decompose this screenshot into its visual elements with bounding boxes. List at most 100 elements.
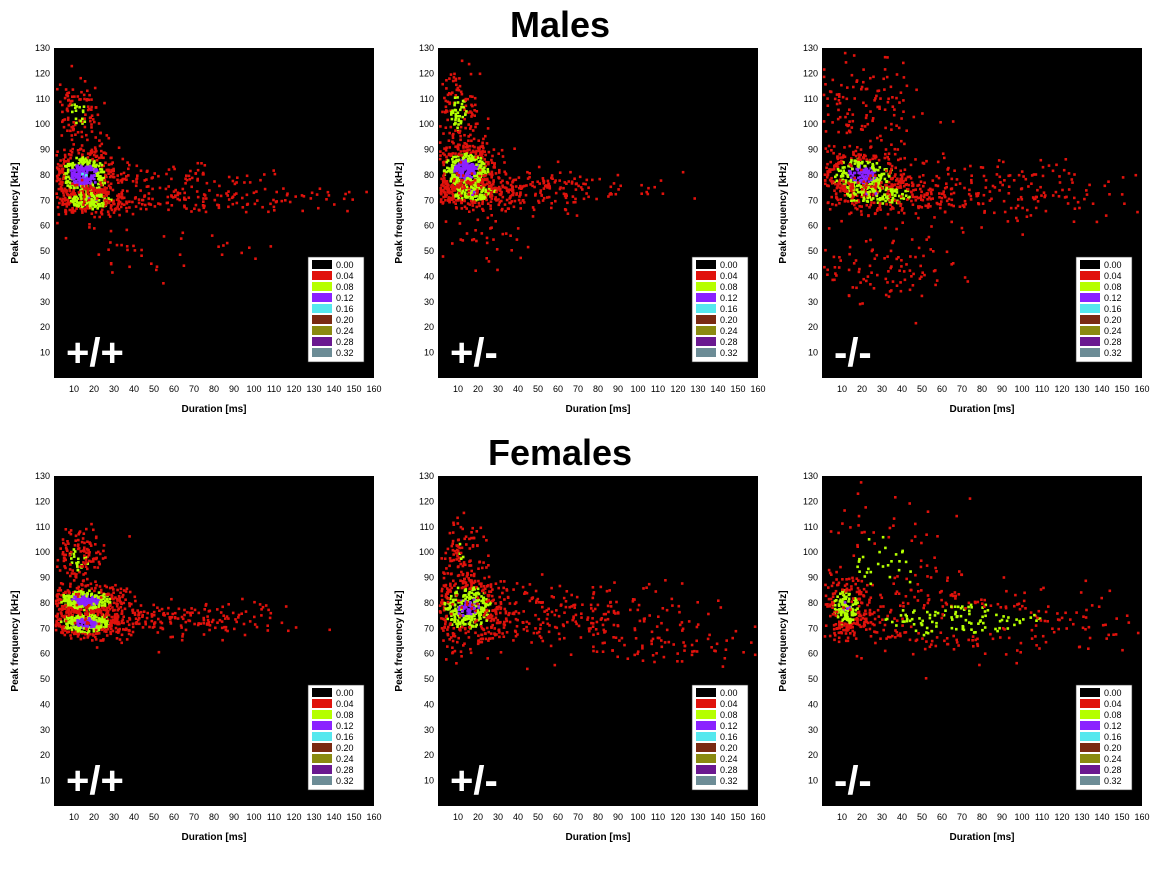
y-axis-label: Peak frequency [kHz] bbox=[10, 590, 21, 691]
density-cell bbox=[65, 548, 68, 551]
density-cell bbox=[465, 163, 469, 167]
legend-swatch bbox=[312, 315, 332, 324]
density-cell bbox=[906, 198, 909, 201]
density-cell bbox=[65, 107, 69, 110]
density-cell bbox=[56, 595, 59, 599]
y-tick-label: 130 bbox=[803, 43, 818, 53]
density-cell bbox=[935, 279, 939, 282]
density-cell bbox=[440, 184, 443, 187]
density-cell bbox=[870, 170, 873, 174]
density-cell bbox=[81, 122, 84, 125]
density-cell bbox=[135, 622, 138, 626]
density-cell bbox=[81, 190, 84, 193]
density-cell bbox=[884, 277, 888, 281]
density-cell bbox=[73, 163, 77, 167]
density-cell bbox=[454, 112, 458, 116]
density-cell bbox=[82, 175, 85, 178]
density-cell bbox=[65, 611, 68, 614]
density-cell bbox=[481, 170, 484, 173]
legend-label: 0.16 bbox=[336, 732, 354, 742]
density-cell bbox=[107, 168, 110, 172]
density-cell bbox=[1009, 206, 1013, 210]
density-cell bbox=[68, 185, 72, 188]
density-cell bbox=[503, 203, 507, 206]
x-tick-label: 80 bbox=[977, 384, 987, 394]
density-cell bbox=[472, 169, 475, 172]
density-cell bbox=[497, 177, 501, 180]
density-cell bbox=[826, 97, 829, 100]
density-cell bbox=[520, 186, 524, 190]
density-cell bbox=[979, 166, 983, 169]
density-cell bbox=[61, 631, 65, 635]
density-cell bbox=[482, 137, 485, 141]
density-cell bbox=[899, 204, 902, 208]
density-cell bbox=[867, 193, 870, 196]
density-cell bbox=[102, 638, 105, 641]
density-cell bbox=[449, 109, 452, 113]
density-cell bbox=[478, 178, 481, 182]
density-cell bbox=[131, 622, 135, 626]
density-cell bbox=[451, 109, 454, 112]
density-cell bbox=[471, 113, 474, 116]
density-cell bbox=[116, 614, 120, 618]
y-tick-label: 100 bbox=[419, 119, 434, 129]
density-cell bbox=[102, 176, 105, 180]
density-cell bbox=[868, 172, 872, 175]
density-cell bbox=[89, 164, 92, 168]
density-cell bbox=[558, 187, 562, 191]
y-tick-label: 100 bbox=[35, 119, 50, 129]
x-tick-label: 10 bbox=[453, 384, 463, 394]
density-cell bbox=[930, 192, 933, 196]
density-cell bbox=[852, 150, 855, 154]
density-cell bbox=[832, 255, 836, 259]
density-cell bbox=[534, 192, 537, 196]
density-cell bbox=[518, 195, 521, 198]
density-cell bbox=[190, 176, 194, 180]
density-cell bbox=[843, 166, 846, 169]
density-cell bbox=[896, 182, 900, 186]
density-cell bbox=[884, 148, 888, 151]
density-cell bbox=[481, 155, 484, 159]
density-cell bbox=[71, 171, 74, 175]
density-cell bbox=[481, 149, 485, 153]
density-cell bbox=[838, 101, 842, 105]
density-cell bbox=[869, 167, 873, 170]
density-cell bbox=[837, 266, 841, 269]
density-cell bbox=[486, 182, 489, 186]
density-cell bbox=[71, 166, 74, 169]
density-cell bbox=[67, 158, 70, 162]
density-cell bbox=[823, 265, 826, 269]
density-cell bbox=[868, 193, 872, 197]
density-cell bbox=[891, 184, 894, 188]
density-cell bbox=[61, 627, 64, 630]
density-cell bbox=[310, 191, 314, 195]
density-cell bbox=[114, 207, 118, 210]
density-cell bbox=[837, 182, 840, 185]
density-cell bbox=[116, 617, 119, 621]
density-cell bbox=[227, 190, 230, 193]
density-cell bbox=[497, 185, 501, 189]
density-points bbox=[54, 522, 331, 654]
density-cell bbox=[869, 146, 872, 149]
density-cell bbox=[888, 193, 891, 196]
density-cell bbox=[460, 59, 464, 63]
density-cell bbox=[71, 200, 75, 203]
density-cell bbox=[452, 200, 455, 204]
density-cell bbox=[478, 640, 482, 644]
density-cell bbox=[448, 169, 452, 172]
density-cell bbox=[74, 133, 77, 136]
density-cell bbox=[85, 184, 88, 188]
density-cell bbox=[112, 167, 115, 171]
density-cell bbox=[93, 589, 96, 593]
density-cell bbox=[98, 617, 102, 621]
density-cell bbox=[59, 180, 62, 184]
density-cell bbox=[876, 191, 879, 194]
density-cell bbox=[67, 614, 70, 617]
density-cell bbox=[859, 158, 862, 161]
density-cell bbox=[80, 200, 84, 204]
density-cell bbox=[110, 208, 114, 212]
density-cell bbox=[485, 177, 489, 181]
density-cell bbox=[485, 195, 488, 198]
density-cell bbox=[962, 205, 966, 209]
density-cell bbox=[452, 613, 456, 616]
